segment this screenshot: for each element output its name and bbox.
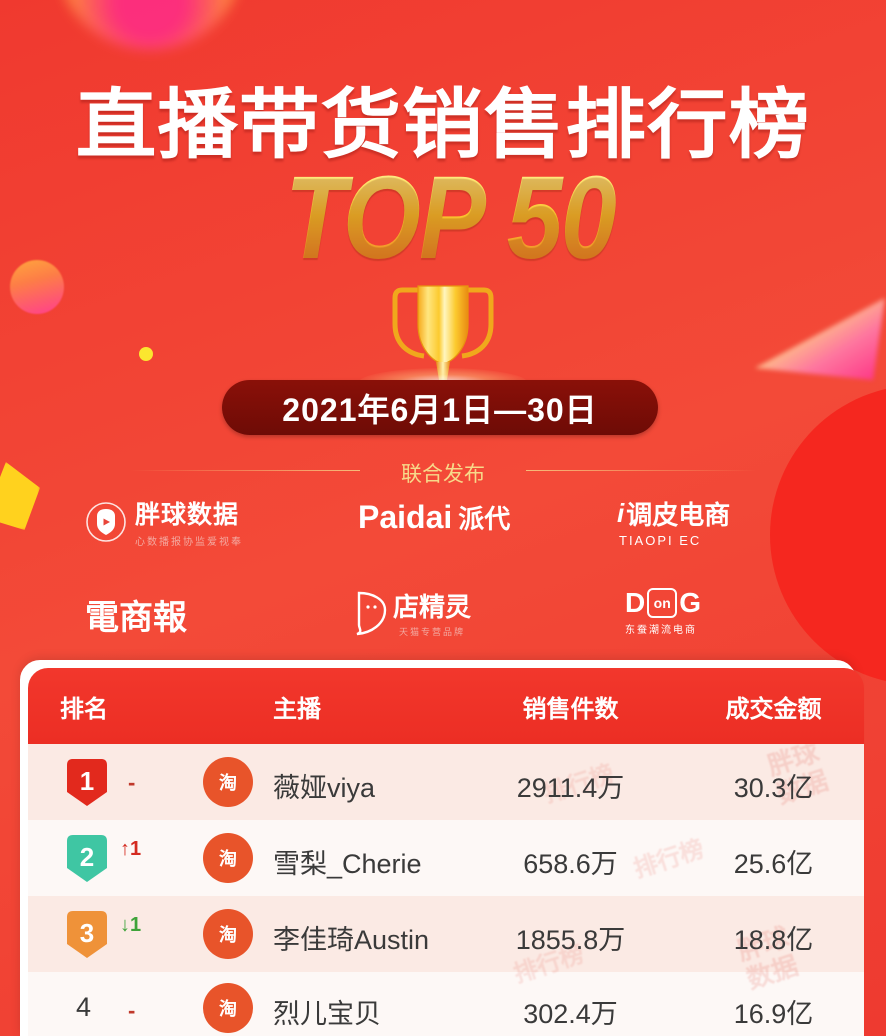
svg-text:1: 1 — [80, 766, 94, 796]
svg-text:3: 3 — [80, 918, 94, 948]
svg-text:2: 2 — [80, 842, 94, 872]
